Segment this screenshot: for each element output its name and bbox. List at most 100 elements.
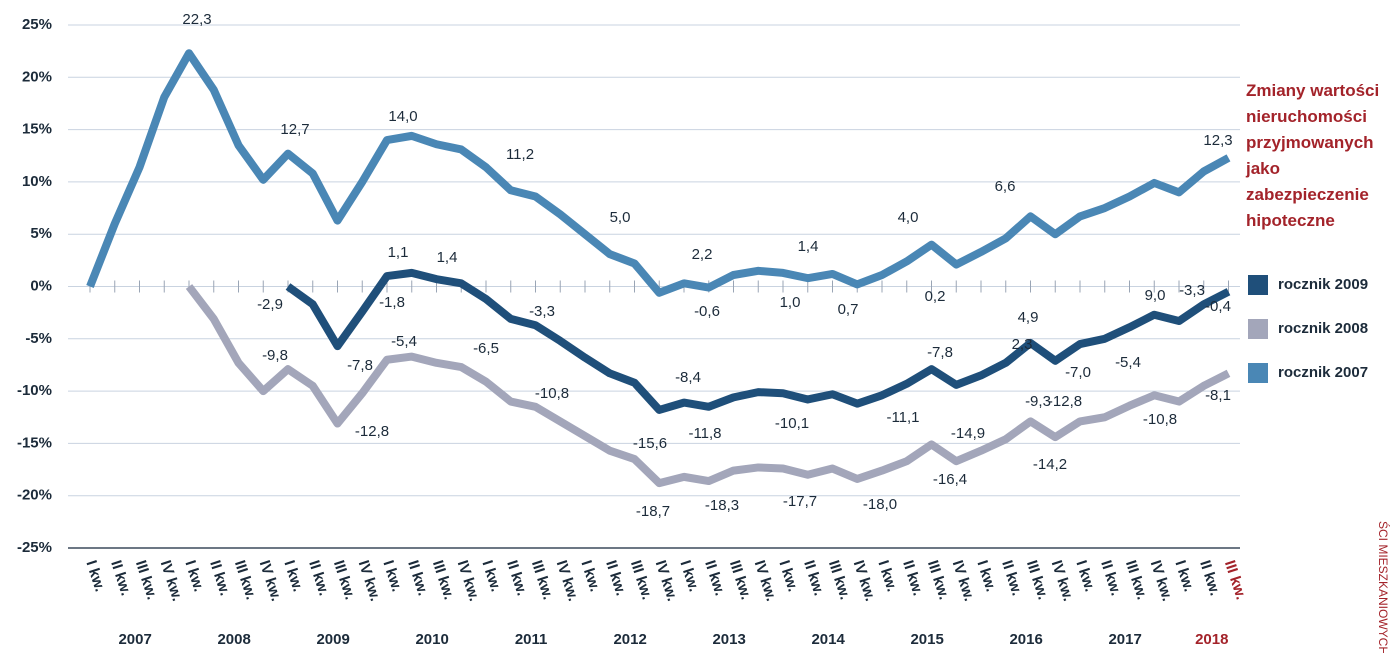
annotation: 12,7 xyxy=(280,121,309,138)
legend-swatch xyxy=(1248,363,1268,383)
x-tick-label: IV kw. xyxy=(652,558,681,603)
year-label: 2008 xyxy=(217,631,250,648)
x-tick-label: I kw. xyxy=(874,558,900,594)
annotation: 22,3 xyxy=(182,11,211,28)
annotation: 2,3 xyxy=(1012,336,1033,353)
year-label: 2007 xyxy=(118,631,151,648)
x-tick-label: I kw. xyxy=(379,558,405,594)
annotation: -0,4 xyxy=(1205,298,1231,315)
annotation: -18,3 xyxy=(705,497,739,514)
x-tick-label: I kw. xyxy=(280,558,306,594)
x-tick-label: III kw. xyxy=(627,558,656,602)
x-tick-label: II kw. xyxy=(899,558,926,598)
x-tick-label: I kw. xyxy=(775,558,801,594)
annotation: -16,4 xyxy=(933,471,967,488)
annotation: -15,6 xyxy=(633,435,667,452)
annotation: -7,8 xyxy=(927,344,953,361)
x-tick-label: IV kw. xyxy=(850,558,879,603)
annotation: -11,1 xyxy=(886,409,919,426)
x-tick-label: II kw. xyxy=(206,558,233,598)
y-tick-label: -5% xyxy=(25,330,52,347)
annotation: -14,9 xyxy=(951,425,985,442)
annotation: 1,4 xyxy=(437,249,458,266)
x-tick-label: I kw. xyxy=(82,558,108,594)
x-tick-label: II kw. xyxy=(602,558,629,598)
x-tick-label: IV kw. xyxy=(355,558,384,603)
annotation: 5,0 xyxy=(610,209,631,226)
legend-swatch xyxy=(1248,275,1268,295)
annotation: 4,0 xyxy=(898,209,919,226)
x-tick-label: II kw. xyxy=(1196,558,1223,598)
annotation: -12,8 xyxy=(355,423,389,440)
year-label: 2012 xyxy=(613,631,646,648)
y-tick-label: 25% xyxy=(22,16,52,33)
x-tick-label: IV kw. xyxy=(256,558,285,603)
x-tick-label: I kw. xyxy=(676,558,702,594)
y-tick-label: 5% xyxy=(30,225,52,242)
legend-label: rocznik 2008 xyxy=(1278,320,1368,337)
y-tick-label: -20% xyxy=(17,487,52,504)
annotation: 2,2 xyxy=(692,246,713,263)
year-label: 2018 xyxy=(1195,631,1228,648)
year-label: 2014 xyxy=(811,631,845,648)
annotation: 0,7 xyxy=(838,301,859,318)
annotation: -3,3 xyxy=(529,303,555,320)
x-tick-label: III kw. xyxy=(132,558,161,602)
legend-label: rocznik 2009 xyxy=(1278,276,1368,293)
legend-label: rocznik 2007 xyxy=(1278,364,1368,381)
annotation: -7,8 xyxy=(347,357,373,374)
annotation: -0,6 xyxy=(694,303,720,320)
annotation: 11,2 xyxy=(506,146,534,163)
annotation: -14,2 xyxy=(1033,456,1067,473)
annotation: -10,8 xyxy=(1143,411,1177,428)
annotation: -17,7 xyxy=(783,493,817,510)
series-line xyxy=(185,284,1231,488)
x-tick-label: I kw. xyxy=(478,558,504,594)
x-tick-label: III kw. xyxy=(1122,558,1151,602)
x-tick-label: II kw. xyxy=(800,558,827,598)
annotation: -6,5 xyxy=(473,340,499,357)
legend-swatch xyxy=(1248,319,1268,339)
annotation: 1,0 xyxy=(780,294,801,311)
annotation: -3,3 xyxy=(1179,282,1205,299)
year-label: 2013 xyxy=(712,631,745,648)
year-label: 2010 xyxy=(415,631,448,648)
x-tick-label: II kw. xyxy=(503,558,530,598)
x-tick-label: IV kw. xyxy=(1048,558,1077,603)
annotation: -10,8 xyxy=(535,385,569,402)
x-tick-label: I kw. xyxy=(577,558,603,594)
annotation: -9,8 xyxy=(262,347,288,364)
y-tick-label: 10% xyxy=(22,173,52,190)
annotation: -18,0 xyxy=(863,496,897,513)
x-tick-label: II kw. xyxy=(998,558,1025,598)
annotation: 0,2 xyxy=(925,288,946,305)
annotation: -5,4 xyxy=(1115,354,1141,371)
x-tick-label: II kw. xyxy=(1097,558,1124,598)
x-tick-label: I kw. xyxy=(1072,558,1098,594)
annotation: -8,4 xyxy=(675,369,701,386)
year-label: 2015 xyxy=(910,631,943,648)
annotation: 1,4 xyxy=(798,238,819,255)
x-tick-label: III kw. xyxy=(528,558,557,602)
x-tick-label: I kw. xyxy=(181,558,207,594)
x-tick-label: IV kw. xyxy=(454,558,483,603)
annotation: -8,1 xyxy=(1205,387,1231,404)
x-tick-label: IV kw. xyxy=(553,558,582,603)
x-tick-label: I kw. xyxy=(1171,558,1197,594)
year-label: 2017 xyxy=(1108,631,1141,648)
x-tick-label: II kw. xyxy=(404,558,431,598)
x-tick-label: III kw. xyxy=(825,558,854,602)
x-tick-label: IV kw. xyxy=(949,558,978,603)
x-tick-label: III kw. xyxy=(726,558,755,602)
annotation: 14,0 xyxy=(388,108,417,125)
x-tick-label: IV kw. xyxy=(1147,558,1176,603)
x-tick-label: III kw. xyxy=(330,558,359,602)
y-tick-label: -10% xyxy=(17,382,52,399)
annotation: 4,9 xyxy=(1018,309,1039,326)
annotation: -2,9 xyxy=(257,296,283,313)
y-tick-label: 20% xyxy=(22,68,52,85)
year-label: 2011 xyxy=(515,631,548,648)
year-label: 2016 xyxy=(1009,631,1042,648)
x-tick-label: III kw. xyxy=(429,558,458,602)
x-tick-label: II kw. xyxy=(701,558,728,598)
